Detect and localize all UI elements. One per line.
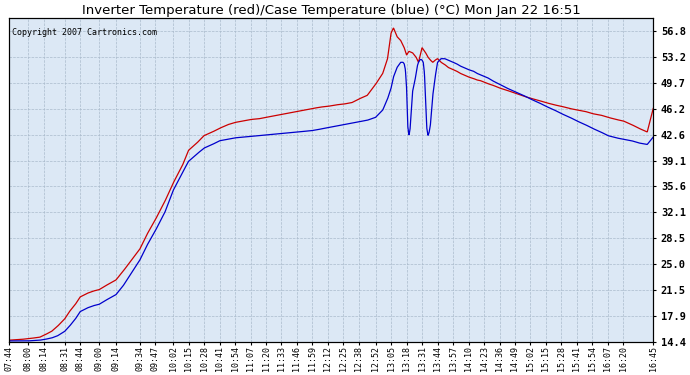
- Title: Inverter Temperature (red)/Case Temperature (blue) (°C) Mon Jan 22 16:51: Inverter Temperature (red)/Case Temperat…: [81, 4, 580, 17]
- Text: Copyright 2007 Cartronics.com: Copyright 2007 Cartronics.com: [12, 28, 157, 37]
